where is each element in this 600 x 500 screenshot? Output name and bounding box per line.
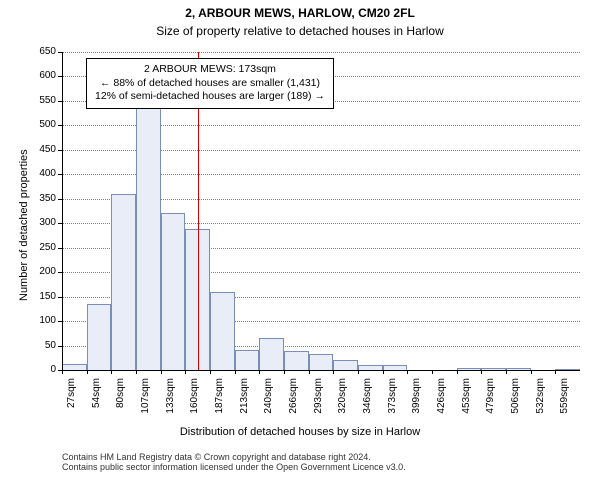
x-tick-label: 399sqm bbox=[411, 378, 422, 422]
histogram-bar bbox=[235, 350, 260, 370]
annotation-line: ← 88% of detached houses are smaller (1,… bbox=[95, 77, 325, 91]
caption-line: Contains public sector information licen… bbox=[62, 462, 406, 472]
x-tick-label: 133sqm bbox=[165, 378, 176, 422]
y-tick-label: 400 bbox=[28, 168, 56, 179]
chart-title-main: 2, ARBOUR MEWS, HARLOW, CM20 2FL bbox=[0, 6, 600, 20]
annotation-line: 12% of semi-detached houses are larger (… bbox=[95, 90, 325, 104]
y-tick-label: 250 bbox=[28, 242, 56, 253]
x-tick-label: 506sqm bbox=[510, 378, 521, 422]
y-tick-label: 200 bbox=[28, 266, 56, 277]
x-tick-label: 453sqm bbox=[461, 378, 472, 422]
histogram-bar bbox=[333, 360, 358, 370]
y-tick-label: 300 bbox=[28, 217, 56, 228]
histogram-bar bbox=[210, 292, 235, 370]
y-tick-label: 50 bbox=[28, 340, 56, 351]
x-axis-label: Distribution of detached houses by size … bbox=[0, 426, 600, 438]
histogram-bar bbox=[259, 338, 284, 370]
chart-container: 2, ARBOUR MEWS, HARLOW, CM20 2FL Size of… bbox=[0, 0, 600, 500]
y-tick-label: 650 bbox=[28, 46, 56, 57]
x-tick-label: 160sqm bbox=[189, 378, 200, 422]
annotation-line: 2 ARBOUR MEWS: 173sqm bbox=[95, 63, 325, 77]
x-tick-label: 27sqm bbox=[66, 378, 77, 422]
x-tick-label: 240sqm bbox=[263, 378, 274, 422]
x-tick-label: 266sqm bbox=[288, 378, 299, 422]
annotation-box: 2 ARBOUR MEWS: 173sqm← 88% of detached h… bbox=[86, 58, 334, 109]
x-tick-label: 320sqm bbox=[337, 378, 348, 422]
histogram-bar bbox=[284, 351, 309, 370]
histogram-bar bbox=[87, 304, 112, 370]
chart-title-sub: Size of property relative to detached ho… bbox=[0, 24, 600, 38]
x-tick-label: 213sqm bbox=[239, 378, 250, 422]
x-tick-label: 293sqm bbox=[313, 378, 324, 422]
y-tick-label: 0 bbox=[28, 364, 56, 375]
y-tick-label: 350 bbox=[28, 193, 56, 204]
y-tick-label: 100 bbox=[28, 315, 56, 326]
histogram-bar bbox=[136, 108, 161, 370]
x-tick-label: 559sqm bbox=[559, 378, 570, 422]
y-axis-line bbox=[62, 52, 63, 370]
histogram-bar bbox=[111, 194, 136, 370]
y-tick-label: 600 bbox=[28, 70, 56, 81]
x-tick-label: 80sqm bbox=[115, 378, 126, 422]
y-tick-label: 450 bbox=[28, 144, 56, 155]
x-tick-label: 187sqm bbox=[214, 378, 225, 422]
y-tick-label: 500 bbox=[28, 119, 56, 130]
x-axis-line bbox=[62, 370, 580, 371]
histogram-bar bbox=[309, 354, 334, 370]
grid-line bbox=[62, 52, 580, 53]
x-tick-label: 346sqm bbox=[362, 378, 373, 422]
y-tick-label: 150 bbox=[28, 291, 56, 302]
x-tick-label: 373sqm bbox=[387, 378, 398, 422]
caption-line: Contains HM Land Registry data © Crown c… bbox=[62, 452, 406, 462]
histogram-bar bbox=[161, 213, 186, 370]
y-tick-label: 550 bbox=[28, 95, 56, 106]
caption: Contains HM Land Registry data © Crown c… bbox=[62, 452, 406, 472]
x-tick-label: 107sqm bbox=[140, 378, 151, 422]
x-tick-label: 479sqm bbox=[485, 378, 496, 422]
x-tick-label: 532sqm bbox=[535, 378, 546, 422]
x-tick-label: 426sqm bbox=[436, 378, 447, 422]
x-tick-label: 54sqm bbox=[91, 378, 102, 422]
